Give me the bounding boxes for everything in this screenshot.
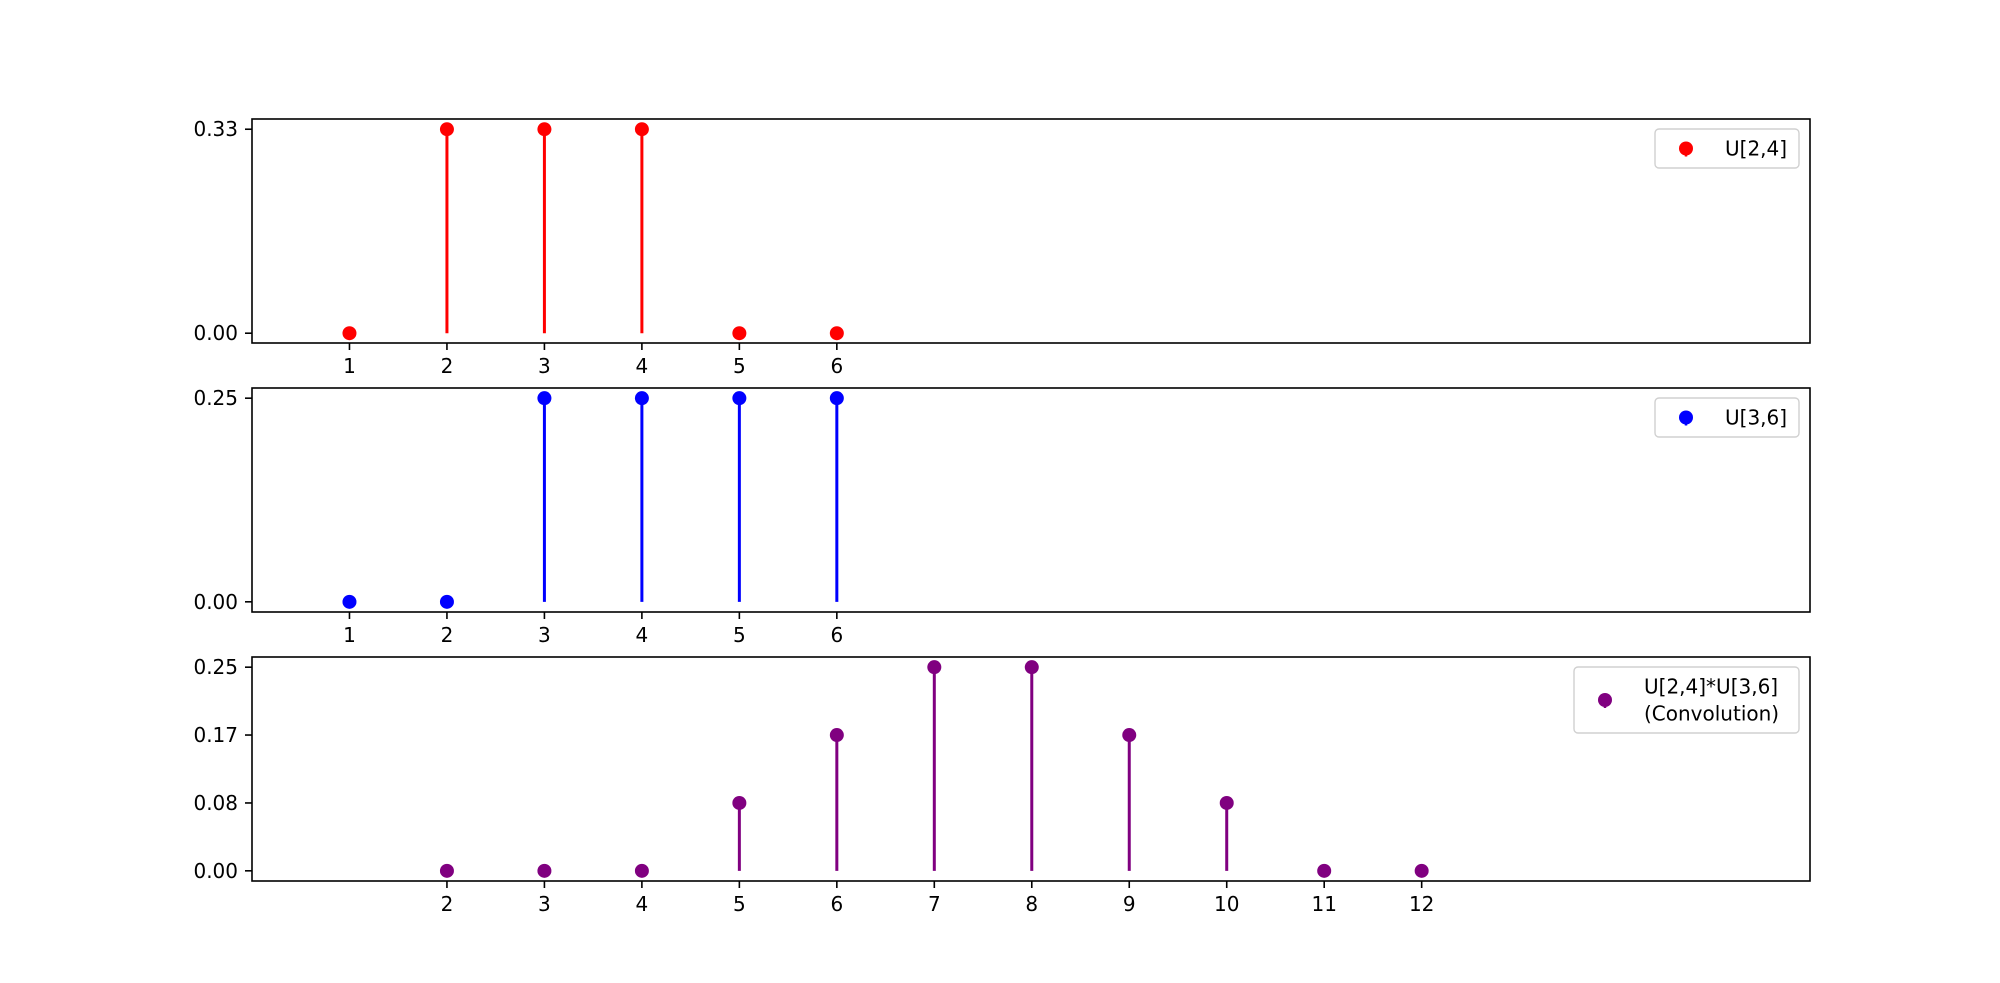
stem-marker [732,326,747,341]
legend: U[2,4] [1654,128,1800,169]
y-tick-label: 0.33 [193,117,238,141]
legend-label: U[2,4] [1725,137,1787,161]
stem-marker [439,122,454,137]
legend-marker [1679,410,1693,425]
legend-label: (Convolution) [1644,702,1779,726]
legend-marker [1679,141,1693,156]
y-tick-label: 0.00 [193,590,238,614]
legend-label: U[2,4]*U[3,6] [1644,675,1778,699]
stem-marker [829,391,844,406]
x-tick-label: 9 [1123,892,1136,916]
stem-marker [829,326,844,341]
x-tick-label: 2 [441,623,454,647]
x-tick-label: 2 [441,354,454,378]
x-tick-label: 5 [733,892,746,916]
legend-box [1573,666,1800,734]
y-tick-label: 0.17 [193,723,238,747]
stem-marker [634,863,649,878]
stem-marker [537,863,552,878]
stem-marker [732,391,747,406]
stem-marker [634,122,649,137]
legend: U[3,6] [1654,397,1800,438]
stem-marker [439,594,454,609]
legend-box [1654,397,1800,438]
x-tick-label: 11 [1311,892,1336,916]
x-tick-label: 6 [830,354,843,378]
x-tick-label: 3 [538,354,551,378]
y-tick-label: 0.25 [193,386,238,410]
x-tick-label: 8 [1025,892,1038,916]
axes-frame [251,387,1811,613]
stem-marker [439,863,454,878]
axes-frame [251,118,1811,344]
x-tick-label: 1 [343,623,356,647]
stem-marker [1024,660,1039,675]
x-tick-label: 7 [928,892,941,916]
x-tick-label: 3 [538,892,551,916]
legend: U[2,4]*U[3,6] (Convolution) [1573,666,1800,734]
x-tick-label: 6 [830,892,843,916]
stem-marker [634,391,649,406]
legend-marker [1598,693,1612,707]
stem-marker [1122,728,1137,743]
x-tick-label: 5 [733,354,746,378]
y-tick-label: 0.25 [193,655,238,679]
subplot-3: 2 3 4 5 6 7 8 9 10 11 12 0.00 0.08 0.17 0.25 U[2,4]*U[3… [193,655,1811,916]
x-tick-label: 10 [1214,892,1239,916]
stem-marker [829,728,844,743]
stem-marker [1317,863,1332,878]
stem-marker [927,660,942,675]
stem-marker [342,326,357,341]
x-tick-label: 4 [636,892,649,916]
legend-label: U[3,6] [1725,406,1787,430]
subplot-2: 1 2 3 4 5 6 0.00 0.25 U[3,6] [193,386,1811,647]
stem-marker [1219,795,1234,810]
y-tick-label: 0.00 [193,859,238,883]
stem-marker [732,795,747,810]
x-tick-label: 1 [343,354,356,378]
stem-marker [342,594,357,609]
x-tick-label: 2 [441,892,454,916]
stem-marker [537,391,552,406]
x-tick-label: 4 [636,623,649,647]
stem-marker [1414,863,1429,878]
x-tick-label: 6 [830,623,843,647]
x-tick-label: 12 [1409,892,1434,916]
legend-box [1654,128,1800,169]
x-tick-label: 3 [538,623,551,647]
stem-marker [537,122,552,137]
y-tick-label: 0.08 [193,791,238,815]
x-tick-label: 4 [636,354,649,378]
subplot-1: 1 2 3 4 5 6 0.00 0.33 U[2,4] [193,117,1811,378]
x-tick-label: 5 [733,623,746,647]
y-tick-label: 0.00 [193,321,238,345]
